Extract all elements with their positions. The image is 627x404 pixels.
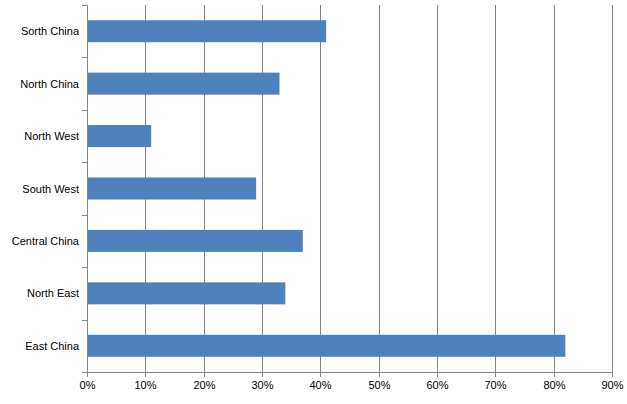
bar xyxy=(87,20,326,42)
tick-label: 0% xyxy=(80,379,96,391)
grid-line xyxy=(612,5,613,372)
grid xyxy=(88,5,613,377)
y-axis-line xyxy=(87,5,88,372)
tick-label: 20% xyxy=(193,379,215,391)
bar xyxy=(87,282,285,304)
grid-line xyxy=(320,5,321,372)
tick-label: 90% xyxy=(601,379,623,391)
grid-line xyxy=(437,5,438,372)
grid-line xyxy=(554,5,555,372)
category-tick xyxy=(82,267,87,268)
grid-line xyxy=(87,5,88,372)
category-tick xyxy=(82,5,87,6)
category-tick xyxy=(82,215,87,216)
category-label: North West xyxy=(24,130,79,142)
chart-svg: 0% 10% 20% 30% 40% 50% 60% 70% 80% 90% Sorth China… xyxy=(0,0,627,404)
bars xyxy=(87,20,565,357)
bar xyxy=(87,73,280,95)
tick-label: 10% xyxy=(134,379,156,391)
bar xyxy=(87,335,565,357)
tick-label: 70% xyxy=(484,379,506,391)
category-label: North East xyxy=(27,287,79,299)
bar xyxy=(87,125,151,147)
tick-label: 40% xyxy=(309,379,331,391)
bar xyxy=(87,177,256,199)
tick-label: 30% xyxy=(251,379,273,391)
category-tick xyxy=(82,320,87,321)
tick-label: 60% xyxy=(426,379,448,391)
chart-container: 0% 10% 20% 30% 40% 50% 60% 70% 80% 90% Sorth China… xyxy=(0,0,627,404)
tick-label: 50% xyxy=(368,379,390,391)
axes xyxy=(82,5,613,373)
tick-label: 80% xyxy=(543,379,565,391)
grid-line xyxy=(379,5,380,372)
category-label: Central China xyxy=(12,235,80,247)
grid-line xyxy=(262,5,263,372)
category-label: North China xyxy=(20,78,80,90)
grid-line xyxy=(495,5,496,372)
category-label: East China xyxy=(25,340,80,352)
category-label: South West xyxy=(22,183,79,195)
category-tick xyxy=(82,162,87,163)
category-tick xyxy=(82,57,87,58)
category-tick xyxy=(82,110,87,111)
x-axis-line xyxy=(87,372,613,373)
bar xyxy=(87,230,303,252)
category-label: Sorth China xyxy=(21,25,80,37)
category-tick xyxy=(82,372,87,373)
